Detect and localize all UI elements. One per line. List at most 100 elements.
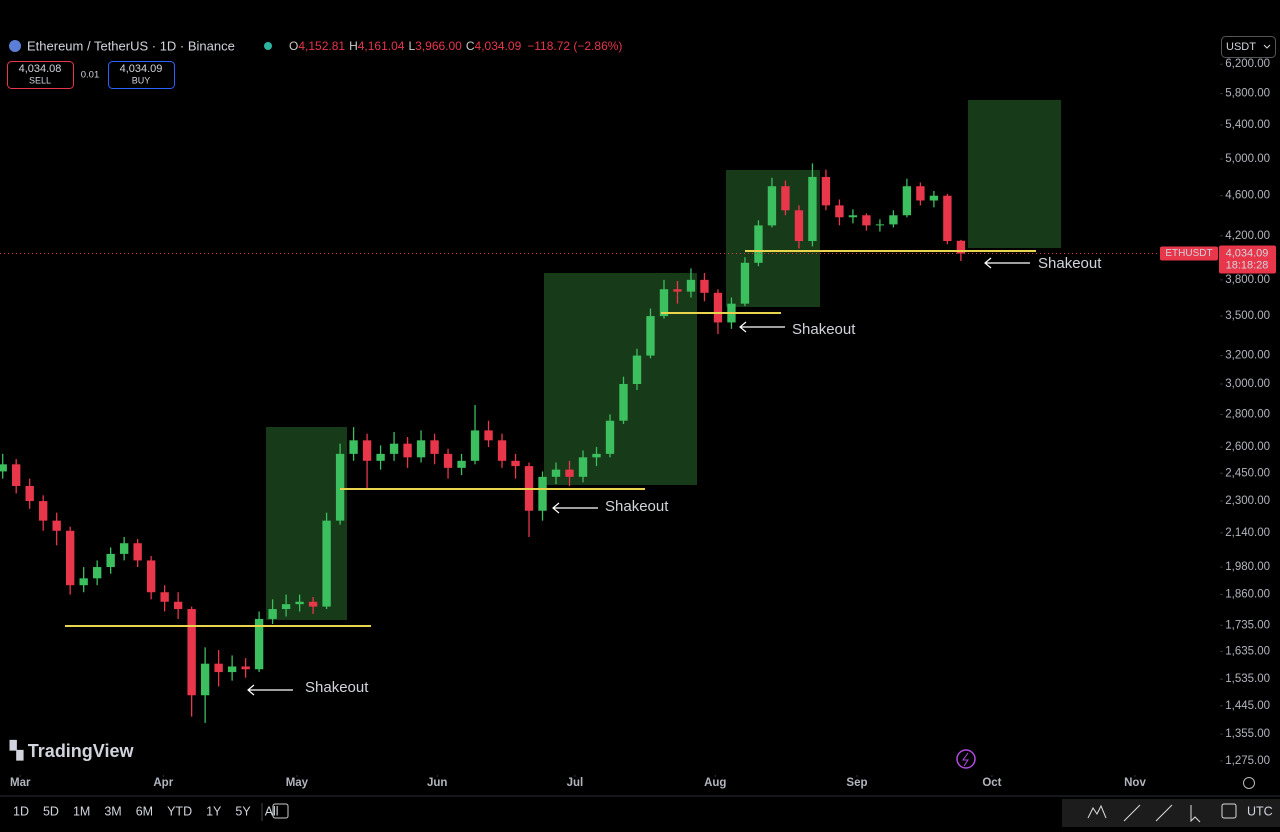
candle-body — [119, 543, 129, 554]
y-tick-label: 2,450.00 — [1225, 467, 1270, 479]
range-button[interactable]: 1M — [73, 804, 90, 818]
ohlc-key: L — [408, 39, 415, 53]
candle-body — [160, 592, 169, 602]
settings-icon[interactable] — [1243, 777, 1255, 789]
candle-body — [794, 210, 804, 242]
range-button[interactable]: All — [265, 804, 279, 818]
range-button[interactable]: 5Y — [235, 804, 251, 818]
event-icon[interactable] — [956, 749, 976, 769]
y-tick-label: 4,200.00 — [1225, 230, 1270, 242]
y-tick-label: 2,140.00 — [1225, 527, 1270, 539]
symbol-icon — [9, 40, 21, 52]
y-tick-label: 5,400.00 — [1225, 119, 1270, 131]
candle-body — [106, 553, 115, 568]
date-range-icon[interactable] — [272, 803, 289, 819]
sell-button[interactable] — [7, 61, 74, 89]
y-tick-label: 1,635.00 — [1225, 645, 1270, 657]
symbol-tag-label: ETHUSDT — [1165, 248, 1212, 259]
candle-body — [457, 460, 466, 468]
y-tick-label: 6,200.00 — [1225, 58, 1270, 70]
range-button[interactable]: 3M — [104, 804, 121, 818]
annotation: Shakeout — [792, 321, 856, 338]
ohlc-value: 4,161.04 — [358, 39, 405, 53]
candle-body — [92, 567, 102, 579]
annotation: Shakeout — [305, 679, 369, 696]
buy-button[interactable] — [108, 61, 175, 89]
range-button[interactable]: 1Y — [206, 804, 222, 818]
buy-price: 4,034.09 — [120, 63, 163, 75]
y-tick-label: 3,500.00 — [1225, 310, 1270, 322]
range-button[interactable]: 1D — [13, 804, 29, 818]
x-tick-label: Aug — [704, 777, 726, 789]
timezone[interactable]: UTC — [1247, 804, 1273, 818]
x-tick-label: Oct — [982, 777, 1001, 789]
brand: ▚ TradingView — [9, 739, 134, 761]
sell-label: SELL — [29, 75, 51, 85]
candle-body — [592, 453, 601, 458]
candle-body — [0, 464, 7, 472]
candle-body — [700, 279, 709, 293]
candle-body — [686, 279, 696, 292]
currency-select[interactable] — [1221, 36, 1276, 58]
candle-body — [551, 469, 561, 477]
ohlc-key: H — [349, 39, 358, 53]
ohlc-key: O — [289, 39, 298, 53]
tool-icon[interactable] — [1155, 804, 1173, 822]
tool-icon[interactable] — [1190, 805, 1201, 823]
y-tick-label: 4,600.00 — [1225, 190, 1270, 202]
y-tick-label: 1,860.00 — [1225, 589, 1270, 601]
candle-body — [470, 430, 480, 461]
tool-icon[interactable] — [1087, 804, 1107, 819]
x-tick-label: Jun — [427, 777, 447, 789]
arrows — [247, 257, 1030, 696]
price-tag — [1219, 245, 1276, 274]
range-button[interactable]: 6M — [136, 804, 153, 818]
change: −118.72 (−2.86%) — [527, 39, 622, 53]
countdown: 18:18:28 — [1226, 259, 1269, 271]
symbol-title: Ethereum / TetherUS · 1D · Binance — [27, 38, 235, 53]
y-tick-label: 2,600.00 — [1225, 441, 1270, 453]
event-bolt — [962, 752, 969, 767]
candle-body — [929, 195, 939, 201]
candle-body — [605, 420, 615, 454]
candle-body — [268, 609, 277, 619]
candle-body — [956, 240, 966, 254]
range-button[interactable]: 5D — [43, 804, 59, 818]
y-tick-label: 3,200.00 — [1225, 350, 1270, 362]
candle-body — [740, 262, 750, 304]
spread: 0.01 — [81, 70, 100, 81]
candle-body — [484, 430, 493, 441]
candle-body — [376, 453, 385, 461]
candle-body — [848, 215, 858, 218]
range-buttons: 1D 5D 1M 3M 6M YTD 1Y 5Y All — [13, 804, 279, 818]
candle-body — [79, 578, 88, 586]
candle-body — [821, 176, 831, 206]
y-tick-label: 1,735.00 — [1225, 619, 1270, 631]
candle-body — [308, 601, 318, 607]
x-tick-label: Jul — [567, 777, 584, 789]
candle-body — [713, 292, 723, 323]
candle-body — [403, 443, 412, 458]
candle-body — [916, 186, 925, 201]
candle-body — [214, 663, 223, 673]
candle-body — [12, 464, 21, 486]
tool-icon[interactable] — [1221, 803, 1237, 819]
tool-icon[interactable] — [1123, 804, 1141, 822]
candle-body — [632, 355, 642, 384]
candle-body — [254, 618, 264, 670]
y-tick-label: 3,000.00 — [1225, 378, 1270, 390]
ohlc-value: 4,034.09 — [475, 39, 522, 53]
arrow — [984, 257, 1030, 269]
y-tick-label: 1,275.00 — [1225, 755, 1270, 767]
y-tick-label: 1,980.00 — [1225, 561, 1270, 573]
y-tick-label: 5,000.00 — [1225, 153, 1270, 165]
candle-body — [875, 224, 885, 226]
candle-body — [389, 443, 399, 454]
x-tick-label: Apr — [153, 777, 173, 789]
candle-body — [862, 215, 871, 226]
candle-body — [335, 453, 345, 521]
range-button[interactable]: YTD — [167, 804, 192, 818]
candle-body — [889, 215, 898, 225]
y-tick-label: 5,800.00 — [1225, 88, 1270, 100]
x-tick-label: Nov — [1124, 777, 1146, 789]
